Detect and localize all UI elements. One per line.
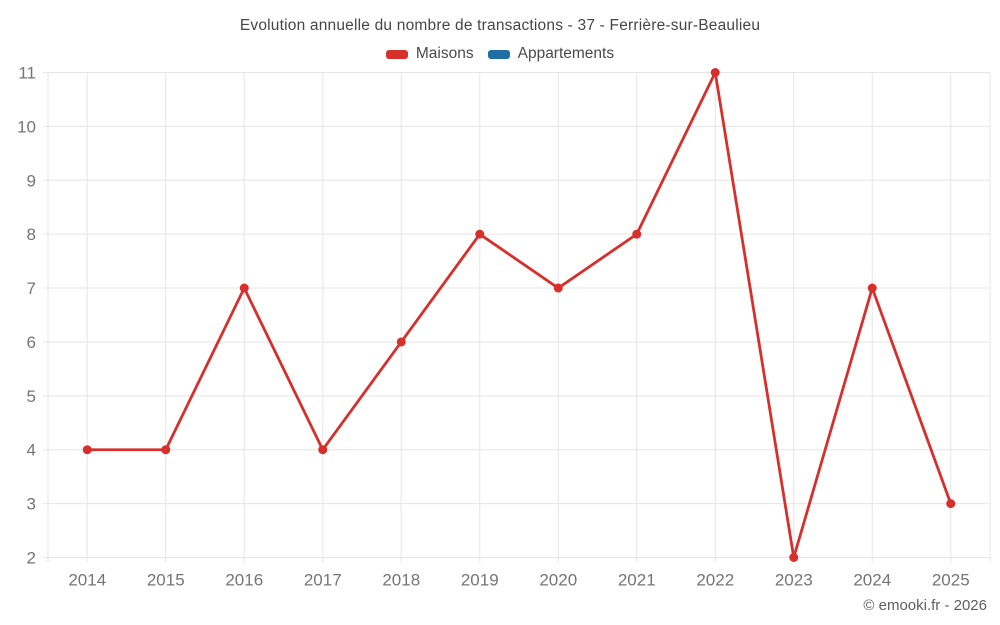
x-axis-tick-label: 2014 [68,571,106,590]
maisons-data-point[interactable] [632,229,642,239]
maisons-data-point[interactable] [475,229,485,239]
x-axis-tick-label: 2021 [618,571,656,590]
y-axis-tick-label: 10 [17,117,36,136]
maisons-data-point[interactable] [161,445,171,455]
x-axis-tick-label: 2019 [461,571,499,590]
chart-title: Evolution annuelle du nombre de transact… [239,17,761,34]
y-axis-tick-label: 4 [27,441,36,460]
x-axis-tick-label: 2017 [304,571,342,590]
y-axis-tick-label: 2 [27,549,36,568]
maisons-data-point[interactable] [82,445,92,455]
legend-label: Appartements [517,45,615,62]
x-axis-tick-label: 2023 [775,571,813,590]
x-axis-tick-label: 2022 [696,571,734,590]
y-axis-tick-label: 3 [27,495,36,514]
maisons-line [85,71,953,559]
x-axis-tick-label: 2018 [382,571,420,590]
x-axis-tick-label: 2025 [932,571,970,590]
chart-legend: Maisons Appartements [0,45,1000,63]
maisons-data-point[interactable] [553,283,563,293]
legend-swatch-appartements [487,49,510,59]
y-axis-tick-label: 8 [27,225,36,244]
maisons-data-point[interactable] [946,499,956,509]
maisons-data-point[interactable] [867,283,877,293]
x-axis-tick-label: 2024 [853,571,891,590]
maisons-data-point[interactable] [396,337,406,347]
legend-label: Maisons [415,45,474,62]
legend-item-maisons[interactable]: Maisons [385,45,474,63]
maisons-data-point[interactable] [710,68,720,77]
y-axis-tick-label: 7 [27,279,36,298]
legend-item-appartements[interactable]: Appartements [487,45,615,63]
copyright-text: © emooki.fr - 2026 [863,597,987,614]
x-axis-tick-label: 2020 [539,571,577,590]
x-axis-tick-label: 2015 [147,571,185,590]
maisons-data-point[interactable] [318,445,328,455]
y-axis-tick-label: 9 [27,171,36,190]
legend-swatch-maisons [385,49,408,59]
y-axis-tick-label: 6 [27,333,36,352]
maisons-data-point[interactable] [789,553,799,562]
x-axis-tick-label: 2016 [225,571,263,590]
y-axis-tick-label: 5 [27,387,36,406]
y-axis-tick-label: 11 [18,64,36,83]
maisons-data-point[interactable] [239,283,249,293]
